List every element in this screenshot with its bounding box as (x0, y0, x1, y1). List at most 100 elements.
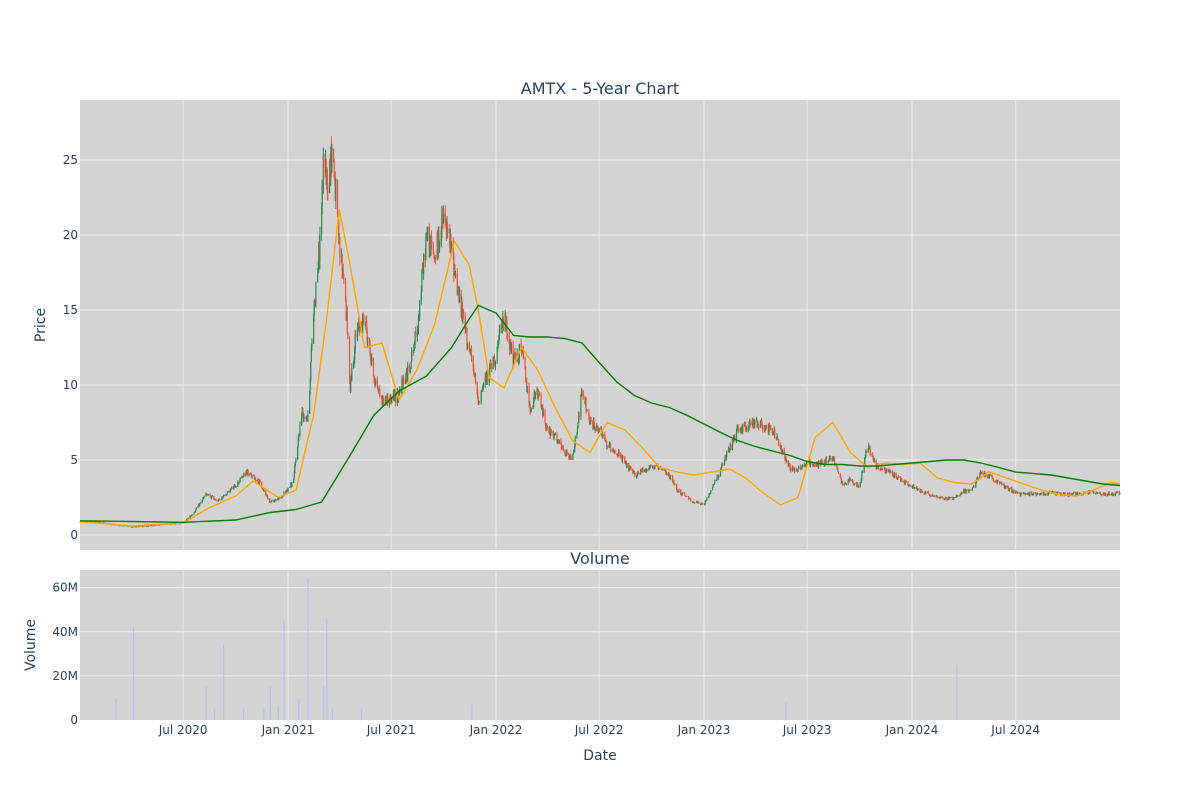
candle (829, 455, 832, 461)
candle-body (841, 481, 844, 486)
candle-body (262, 488, 265, 491)
candle-body (694, 502, 696, 504)
candle-body (945, 497, 947, 501)
candle-body (794, 469, 796, 472)
candle (333, 158, 335, 179)
candle-body (1060, 493, 1062, 495)
candle-body (402, 378, 404, 386)
candle-body (1012, 489, 1014, 492)
candle (347, 332, 349, 340)
candle (508, 330, 510, 344)
candle-body (637, 472, 640, 473)
candle-body (267, 498, 269, 500)
candle (580, 387, 583, 397)
candle-body (875, 459, 877, 469)
candle (190, 515, 192, 517)
candle-body (813, 463, 815, 465)
candle-body (231, 487, 233, 490)
candle (1045, 492, 1047, 496)
candle-body (227, 490, 229, 492)
candle-body (363, 314, 365, 324)
candle-body (704, 501, 706, 506)
candle (1005, 485, 1007, 490)
candle (243, 472, 245, 477)
candle (664, 469, 666, 472)
candle-body (896, 478, 898, 480)
candle (965, 489, 967, 494)
volume-spike-bar (323, 686, 325, 720)
candle-body (1015, 491, 1017, 494)
candle-body (377, 388, 379, 391)
candle (542, 408, 544, 417)
candle (421, 268, 423, 293)
candle-body (596, 426, 599, 428)
candle-body (859, 482, 861, 487)
candle-body (979, 473, 981, 479)
candle-body (1044, 494, 1046, 496)
candle-body (905, 480, 907, 482)
candle (774, 427, 776, 439)
candle-body (253, 475, 255, 480)
candle (1097, 492, 1099, 495)
candle-body (706, 497, 708, 501)
candle-body (920, 489, 922, 491)
candle-body (394, 391, 396, 395)
candle (257, 477, 259, 484)
x-tick-label: Jan 2024 (885, 723, 939, 737)
candle-body (211, 495, 213, 497)
candle-body (672, 475, 674, 482)
candle-body (1109, 494, 1111, 496)
candle (285, 491, 287, 493)
candle-body (1115, 492, 1117, 494)
candle (223, 494, 225, 498)
candle-body (613, 450, 616, 453)
candle (470, 345, 473, 363)
candle-body (1001, 483, 1003, 486)
candle-body (354, 334, 356, 349)
candle-body (347, 332, 349, 339)
candle-body (538, 391, 540, 394)
candle-body (453, 252, 455, 276)
candle (614, 449, 616, 454)
candle-body (959, 494, 961, 496)
candle-body (761, 424, 763, 427)
candle-body (848, 477, 850, 482)
candle-body (1024, 493, 1027, 495)
candle-body (608, 444, 611, 448)
candle (309, 391, 311, 414)
candle-body (553, 434, 555, 438)
candle-body (409, 369, 412, 370)
candle (937, 495, 939, 498)
candle-body (1113, 494, 1115, 496)
candle-body (729, 448, 731, 452)
candle-body (705, 500, 707, 501)
candle-body (868, 445, 870, 450)
candle-body (409, 367, 411, 370)
candle-body (903, 481, 905, 484)
candle-body (498, 329, 501, 336)
candle-body (226, 491, 229, 493)
candle-body (215, 500, 217, 502)
candle-body (813, 464, 816, 467)
ma-long-line (79, 304, 1121, 524)
candle-body (578, 414, 580, 418)
candle (469, 349, 471, 356)
candle (790, 467, 792, 473)
candle-body (709, 493, 711, 495)
candle-body (820, 460, 822, 465)
volume-spike-bar (277, 706, 279, 720)
candle (1013, 489, 1015, 494)
candle (1032, 494, 1034, 496)
candle-body (538, 393, 540, 395)
candle-body (622, 457, 624, 458)
candle (632, 468, 634, 475)
candle-body (737, 426, 739, 429)
candle (678, 488, 680, 493)
candle-body (219, 499, 221, 501)
candle-body (1068, 492, 1070, 496)
candle-body (891, 471, 893, 473)
candle-body (130, 526, 132, 528)
candle (868, 442, 870, 452)
candle-body (482, 384, 485, 388)
candle-body (969, 489, 971, 491)
